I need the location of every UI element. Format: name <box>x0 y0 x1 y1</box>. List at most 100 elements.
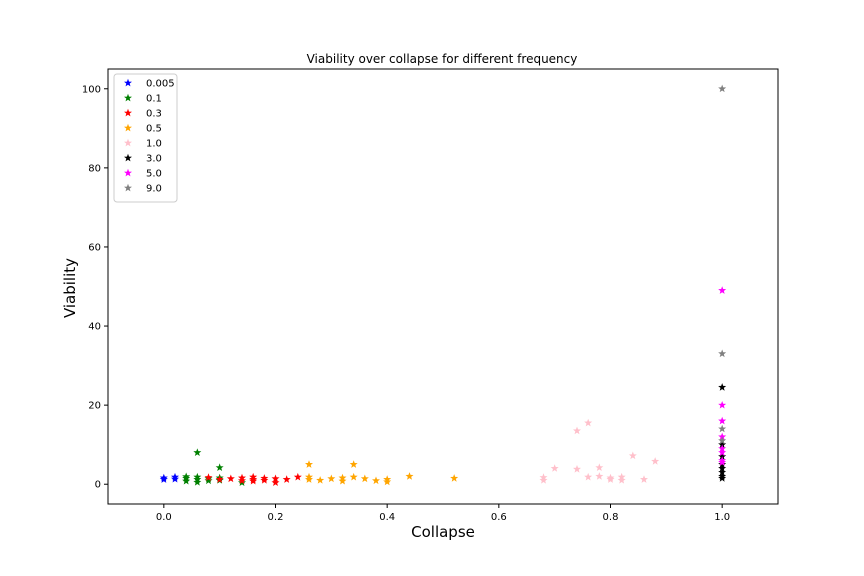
data-point <box>718 468 727 476</box>
y-tick-label: 40 <box>88 322 101 333</box>
data-point <box>450 474 459 482</box>
data-point <box>584 472 593 481</box>
legend-marker <box>124 78 132 87</box>
data-point <box>293 472 302 481</box>
legend-box <box>113 73 178 203</box>
series-0.5 <box>305 460 459 486</box>
plot-area <box>159 84 727 487</box>
data-point <box>159 475 168 483</box>
data-point <box>718 84 727 93</box>
legend-label: 0.005 <box>146 79 175 90</box>
data-point <box>550 464 559 472</box>
data-point <box>539 476 548 484</box>
data-point <box>338 476 347 485</box>
data-point <box>640 475 648 483</box>
legend-marker <box>124 108 132 117</box>
x-tick-label: 0.2 <box>268 512 284 523</box>
x-tick-label: 0.0 <box>156 512 172 523</box>
legend-label: 0.5 <box>146 124 162 135</box>
legend-marker <box>124 123 132 132</box>
data-point <box>193 448 202 456</box>
data-point <box>349 460 358 468</box>
data-point <box>215 463 224 472</box>
series-0.005 <box>159 472 179 483</box>
legend-label: 9.0 <box>146 184 162 195</box>
y-axis-label: Viability <box>61 258 79 318</box>
data-point <box>282 475 291 483</box>
data-point <box>595 472 604 480</box>
plot-frame <box>107 68 779 505</box>
legend-marker <box>124 138 132 147</box>
data-point <box>349 472 358 481</box>
legend: 0.005 0.1 0.3 0.5 1.0 3.0 5.0 9.0 <box>113 73 178 203</box>
legend-label: 3.0 <box>146 154 162 165</box>
data-point <box>271 474 280 483</box>
data-point <box>718 349 727 358</box>
y-tick-label: 20 <box>88 401 101 412</box>
data-point <box>226 474 235 483</box>
data-point <box>249 475 258 483</box>
data-point <box>316 476 325 484</box>
data-point <box>360 474 369 483</box>
legend-label: 0.3 <box>146 109 162 120</box>
data-point <box>718 416 727 425</box>
data-point <box>718 474 727 482</box>
data-point <box>305 460 313 468</box>
data-point <box>383 477 392 486</box>
data-point <box>628 451 637 460</box>
data-point <box>718 432 727 441</box>
data-point <box>651 457 660 465</box>
data-point <box>271 478 280 487</box>
data-point <box>238 476 246 485</box>
data-point <box>171 474 179 483</box>
data-point <box>718 458 727 466</box>
data-point <box>182 472 191 481</box>
legend-marker <box>124 168 132 177</box>
legend-marker <box>124 153 132 162</box>
data-point <box>718 448 727 456</box>
series-1.0 <box>539 418 660 484</box>
data-point <box>718 444 727 453</box>
x-tick-label: 0.4 <box>379 512 395 523</box>
data-point <box>305 475 313 483</box>
y-tick-label: 100 <box>82 84 101 95</box>
data-point <box>260 476 269 484</box>
axes: 0.0 0.2 0.4 0.6 0.8 1.0 0 20 40 60 80 100 <box>82 68 779 523</box>
y-tick-label: 80 <box>88 163 101 174</box>
data-point <box>718 383 727 391</box>
data-point <box>718 452 727 460</box>
data-point <box>573 465 581 473</box>
legend-label: 1.0 <box>146 139 162 150</box>
x-tick-label: 0.6 <box>491 512 507 523</box>
data-point <box>405 472 414 480</box>
data-point <box>718 400 727 409</box>
data-point <box>327 474 336 483</box>
data-point <box>718 424 727 433</box>
legend-label: 5.0 <box>146 169 162 180</box>
data-point <box>182 476 191 485</box>
x-tick-label: 0.8 <box>603 512 619 523</box>
data-point <box>584 418 593 427</box>
series-5.0 <box>718 286 727 466</box>
data-point <box>718 464 727 472</box>
data-point <box>204 473 213 481</box>
data-point <box>718 436 727 445</box>
x-axis-label: Collapse <box>411 523 475 541</box>
data-point <box>372 476 380 485</box>
chart-title: Viability over collapse for different fr… <box>307 52 578 66</box>
data-point <box>215 475 224 483</box>
data-point <box>193 478 202 486</box>
series-0.3 <box>204 472 302 487</box>
data-point <box>606 475 615 483</box>
x-tick-label: 1.0 <box>714 512 730 523</box>
data-point <box>193 472 202 481</box>
data-point <box>595 463 604 472</box>
y-tick-label: 60 <box>88 242 101 253</box>
legend-marker <box>124 183 132 192</box>
y-tick-label: 0 <box>95 480 101 491</box>
legend-label: 0.1 <box>146 94 162 105</box>
series-9.0 <box>718 84 727 445</box>
legend-marker <box>124 93 132 102</box>
